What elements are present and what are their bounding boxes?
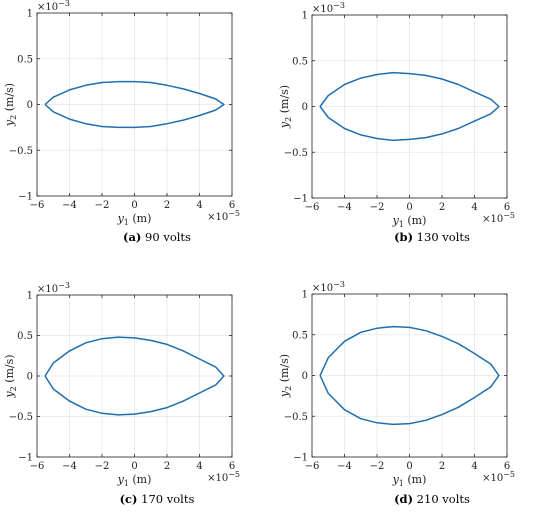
caption-letter: (d) — [394, 492, 414, 506]
subplot-d: −6 −4 −2 0 2 4 6 −1 −0.5 0 0.5 1 ×10−3 ×10−5 y1 (m) y2 … — [275, 270, 550, 527]
y-exponent-label: ×10−3 — [312, 1, 345, 15]
x-tick-label: −4 — [62, 200, 77, 211]
x-exponent-label: ×10−5 — [482, 211, 515, 225]
caption-text: 210 volts — [416, 492, 470, 506]
x-tick-label: −4 — [337, 202, 352, 213]
caption-letter: (a) — [123, 230, 142, 244]
y-tick-label: −0.5 — [9, 146, 33, 157]
y-axis-label: y2 (m/s) — [278, 85, 293, 129]
y-tick-label: 0.5 — [17, 331, 33, 342]
phase-plot-d: −6 −4 −2 0 2 4 6 −1 −0.5 0 0.5 1 ×10−3 ×10−5 y1 (m) y2 … — [278, 280, 515, 488]
x-tick-label: 0 — [406, 461, 412, 472]
x-tick-label: −2 — [370, 461, 385, 472]
phase-plot-b: −6 −4 −2 0 2 4 6 −1 −0.5 0 0.5 1 ×10−3 ×10−5 y1 (m) y2 … — [278, 1, 515, 229]
y-tick-label: −1 — [18, 192, 33, 203]
subplot-a: −6 −4 −2 0 2 4 6 −1 −0.5 0 0.5 1 ×10−3 ×10−5 y1 (m) y2 … — [0, 0, 275, 257]
y-tick-label: 1 — [27, 9, 33, 20]
x-tick-label: 0 — [131, 461, 137, 472]
x-tick-label: 2 — [439, 461, 445, 472]
x-tick-label: 6 — [229, 461, 235, 472]
phase-trajectory-a — [44, 80, 225, 129]
x-exponent-label: ×10−5 — [482, 470, 515, 484]
caption-b: (b) 130 volts — [394, 230, 470, 244]
y-tick-label: 0.5 — [292, 56, 308, 67]
subplot-c: −6 −4 −2 0 2 4 6 −1 −0.5 0 0.5 1 ×10−3 ×10−5 y1 (m) y2 … — [0, 270, 275, 527]
x-tick-label: 6 — [504, 202, 510, 213]
y-tick-label: 1 — [302, 11, 308, 22]
x-tick-label: 2 — [164, 461, 170, 472]
y-axis-label: y2 (m/s) — [3, 354, 18, 398]
x-axis-label: y1 (m) — [392, 473, 427, 488]
y-tick-label: 0.5 — [17, 54, 33, 65]
x-tick-label: −2 — [370, 202, 385, 213]
x-tick-label: −6 — [30, 461, 45, 472]
y-tick-label: 1 — [27, 291, 33, 302]
caption-text: 130 volts — [416, 230, 470, 244]
y-axis-label: y2 (m/s) — [278, 354, 293, 398]
x-axis-label: y1 (m) — [392, 214, 427, 229]
x-exponent-label: ×10−5 — [207, 470, 240, 484]
y-axis-label: y2 (m/s) — [3, 83, 18, 127]
x-tick-label: −6 — [305, 202, 320, 213]
caption-c: (c) 170 volts — [120, 492, 195, 506]
x-tick-label: 0 — [406, 202, 412, 213]
x-tick-label: −6 — [30, 200, 45, 211]
y-tick-label: −0.5 — [9, 412, 33, 423]
y-tick-label: −0.5 — [284, 412, 308, 423]
y-tick-label: 0 — [302, 102, 308, 113]
figure: −6 −4 −2 0 2 4 6 −1 −0.5 0 0.5 1 ×10−3 ×10−5 y1 (m) y2 … — [0, 0, 550, 506]
x-axis-label: y1 (m) — [117, 473, 152, 488]
x-tick-label: 4 — [196, 461, 202, 472]
x-tick-label: 4 — [471, 202, 477, 213]
x-exponent-label: ×10−5 — [207, 209, 240, 223]
caption-text: 170 volts — [141, 492, 195, 506]
caption-text: 90 volts — [145, 230, 191, 244]
y-tick-label: −1 — [293, 194, 308, 205]
y-tick-label: 0 — [27, 100, 33, 111]
y-exponent-label: ×10−3 — [37, 281, 70, 295]
x-tick-label: 2 — [164, 200, 170, 211]
y-tick-label: −0.5 — [284, 148, 308, 159]
caption-a: (a) 90 volts — [123, 230, 191, 244]
phase-plot-a: −6 −4 −2 0 2 4 6 −1 −0.5 0 0.5 1 ×10−3 ×10−5 y1 (m) y2 … — [3, 0, 240, 227]
x-tick-label: 6 — [504, 461, 510, 472]
phase-trajectory-d — [319, 325, 500, 426]
x-tick-label: −2 — [95, 461, 110, 472]
x-tick-label: −2 — [95, 200, 110, 211]
x-tick-label: 4 — [196, 200, 202, 211]
y-exponent-label: ×10−3 — [37, 0, 70, 13]
caption-letter: (b) — [394, 230, 414, 244]
phase-trajectory-b — [319, 71, 500, 142]
phase-trajectory-c — [44, 336, 225, 416]
y-tick-label: 0 — [27, 372, 33, 383]
x-tick-label: 6 — [229, 200, 235, 211]
x-tick-label: 4 — [471, 461, 477, 472]
subplot-b: −6 −4 −2 0 2 4 6 −1 −0.5 0 0.5 1 ×10−3 ×10−5 y1 (m) y2 … — [275, 0, 550, 257]
y-exponent-label: ×10−3 — [312, 280, 345, 294]
phase-plot-c: −6 −4 −2 0 2 4 6 −1 −0.5 0 0.5 1 ×10−3 ×10−5 y1 (m) y2 … — [3, 281, 240, 488]
y-tick-label: −1 — [293, 453, 308, 464]
y-tick-label: 0 — [302, 371, 308, 382]
y-tick-label: 1 — [302, 290, 308, 301]
caption-letter: (c) — [119, 492, 138, 506]
x-tick-label: −4 — [337, 461, 352, 472]
x-tick-label: 2 — [439, 202, 445, 213]
x-tick-label: −6 — [305, 461, 320, 472]
y-tick-label: 0.5 — [292, 330, 308, 341]
y-tick-label: −1 — [18, 453, 33, 464]
caption-d: (d) 210 volts — [394, 492, 470, 506]
x-tick-label: −4 — [62, 461, 77, 472]
x-axis-label: y1 (m) — [117, 212, 152, 227]
x-tick-label: 0 — [131, 200, 137, 211]
